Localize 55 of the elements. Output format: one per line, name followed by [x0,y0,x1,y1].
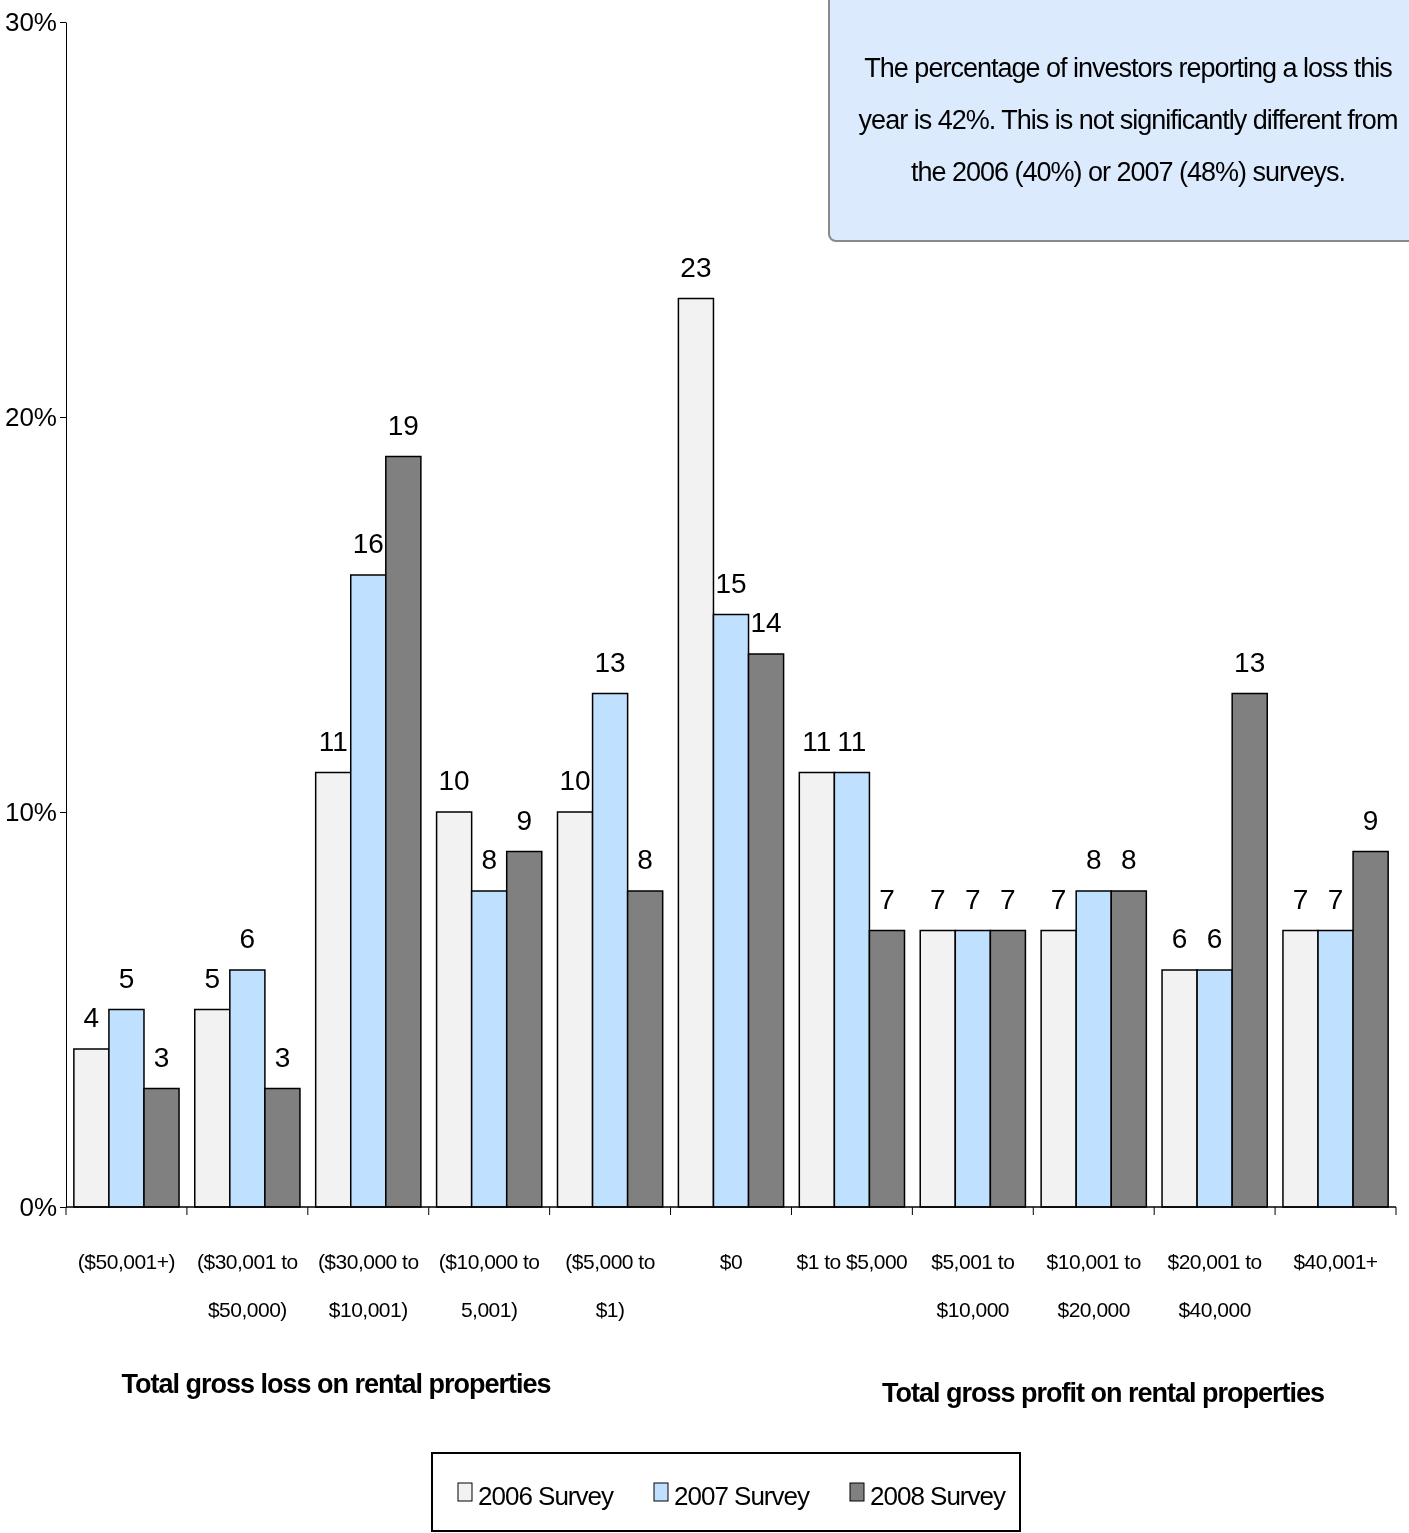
data-label: 5 [118,962,135,994]
data-label: 10 [438,765,470,796]
data-label: 3 [274,1041,291,1073]
x-tick-label: ($50,001+) [77,1250,176,1273]
data-label: 7 [929,883,946,915]
data-label: 13 [594,646,626,678]
data-label: 11 [837,725,867,757]
x-tick-label: ($30,000 to $10,001) [317,1250,419,1321]
legend-label: 2008 Survey [870,1481,1006,1511]
data-label: 6 [1171,923,1188,954]
data-label: 14 [750,607,782,638]
x-tick-label: ($5,000 to $1) [565,1250,655,1321]
x-tick-label: $0 [719,1250,743,1273]
data-label: 9 [1362,804,1379,836]
data-label: 7 [1292,883,1309,915]
data-label: 6 [239,923,256,954]
data-label: 4 [83,1002,100,1033]
data-label: 6 [1206,923,1223,954]
legend-label: 2007 Survey [674,1481,810,1511]
x-tick-label: ($10,000 to 5,001) [438,1250,540,1321]
data-label: 8 [637,844,653,875]
y-tick-label: 20% [4,401,57,432]
data-label: 8 [1121,844,1137,875]
legend-label: 2006 Survey [478,1481,614,1511]
data-label: 13 [1234,646,1266,678]
callout-box: The percentage of investors reporting a loss this year is 42%. This is not significantly different from the 2006 (40%) or 2007 (48%) surveys. [828,0,1409,242]
y-tick-label: 30% [4,6,57,37]
data-label: 16 [352,528,384,559]
y-tick-label: 0% [19,1191,57,1222]
data-label: 7 [965,883,981,915]
data-label: 7 [879,883,895,915]
data-label: 3 [153,1041,170,1073]
data-label: 5 [204,962,221,994]
x-tick-label: $5,001 to $10,000 [931,1250,1015,1321]
x-tick-label: $1 to $5,000 [796,1250,908,1273]
data-label: 7 [1000,883,1016,915]
x-tick-label: $10,001 to $20,000 [1046,1250,1141,1321]
x-tick-label: $20,001 to $40,000 [1167,1250,1262,1321]
data-label: 11 [802,725,832,757]
data-label: 11 [318,725,348,757]
text: Total gross loss on rental properties [121,1369,551,1399]
data-label: 19 [387,409,419,441]
data-label: 7 [1050,883,1067,915]
data-label: 8 [481,844,497,875]
y-tick-label: 10% [4,796,57,827]
x-tick-label: ($30,001 to $50,000) [196,1250,298,1321]
data-label: 15 [715,567,747,599]
data-label: 23 [680,251,712,283]
data-label: 7 [1327,883,1344,915]
annotation: The percentage of investors reporting a loss this year is 42%. This is not significantly different from the 2006 (40%) or 2007 (48%) surveys. [857,52,1399,189]
text: Total gross profit on rental properties [881,1378,1325,1408]
data-label: 10 [559,765,591,796]
data-label: 8 [1085,844,1102,875]
x-tick-label: $40,001+ [1293,1250,1378,1273]
data-label: 9 [516,804,533,836]
